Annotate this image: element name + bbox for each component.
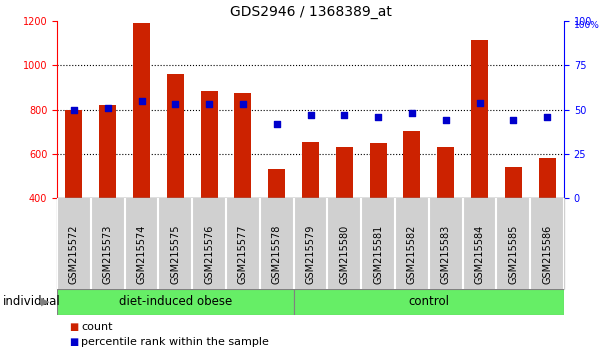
Point <box>407 110 416 116</box>
Bar <box>268 170 285 198</box>
Point <box>170 102 180 107</box>
Bar <box>293 289 564 315</box>
Text: GSM215585: GSM215585 <box>508 225 518 284</box>
Bar <box>471 40 488 198</box>
Text: ■: ■ <box>69 322 78 332</box>
Point <box>340 112 349 118</box>
Bar <box>57 289 293 315</box>
Text: GSM215582: GSM215582 <box>407 225 417 284</box>
Point <box>508 118 518 123</box>
Point <box>475 100 484 105</box>
Text: GSM215586: GSM215586 <box>542 225 552 284</box>
Bar <box>65 110 82 198</box>
Text: GSM215583: GSM215583 <box>440 225 451 284</box>
Text: percentile rank within the sample: percentile rank within the sample <box>81 337 269 347</box>
Text: ■: ■ <box>69 337 78 347</box>
Point <box>373 114 383 120</box>
Bar <box>403 131 421 198</box>
Bar <box>336 147 353 198</box>
Point <box>103 105 113 111</box>
Point <box>238 102 248 107</box>
Text: GSM215577: GSM215577 <box>238 224 248 284</box>
Bar <box>302 142 319 198</box>
Text: GSM215579: GSM215579 <box>305 225 316 284</box>
Text: GSM215581: GSM215581 <box>373 225 383 284</box>
Point <box>441 118 451 123</box>
Text: control: control <box>408 295 449 308</box>
Point <box>542 114 552 120</box>
Bar <box>370 143 386 198</box>
Text: GSM215575: GSM215575 <box>170 224 181 284</box>
Text: GSM215574: GSM215574 <box>137 225 146 284</box>
Point <box>306 112 316 118</box>
Title: GDS2946 / 1368389_at: GDS2946 / 1368389_at <box>230 5 391 19</box>
Text: count: count <box>81 322 113 332</box>
Point <box>137 98 146 104</box>
Text: GSM215573: GSM215573 <box>103 225 113 284</box>
Text: GSM215578: GSM215578 <box>272 225 282 284</box>
Text: GSM215584: GSM215584 <box>475 225 485 284</box>
Bar <box>200 91 218 198</box>
Text: GSM215580: GSM215580 <box>340 225 349 284</box>
Bar <box>133 23 150 198</box>
Bar <box>437 147 454 198</box>
Bar <box>539 159 556 198</box>
Text: individual: individual <box>3 295 61 308</box>
Bar <box>99 105 116 198</box>
Bar <box>235 93 251 198</box>
Bar <box>505 167 522 198</box>
Point <box>204 102 214 107</box>
Point <box>69 107 79 113</box>
Text: 100%: 100% <box>574 21 600 30</box>
Point <box>272 121 281 127</box>
Text: GSM215576: GSM215576 <box>204 225 214 284</box>
Text: ▶: ▶ <box>41 297 50 307</box>
Text: diet-induced obese: diet-induced obese <box>119 295 232 308</box>
Text: GSM215572: GSM215572 <box>69 224 79 284</box>
Bar <box>167 74 184 198</box>
